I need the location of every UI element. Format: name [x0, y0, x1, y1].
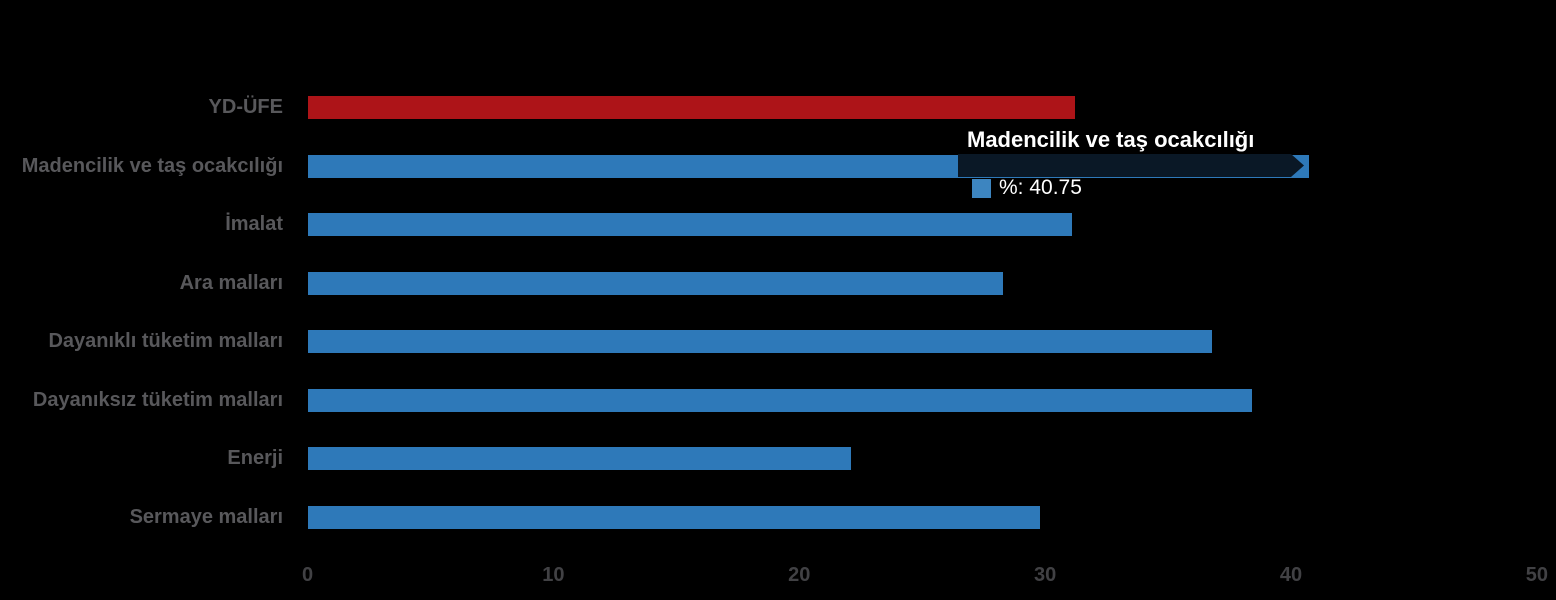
bar[interactable]	[307, 388, 1252, 412]
x-axis-tick-label: 10	[542, 564, 565, 586]
x-axis-tick-label: 40	[1279, 564, 1303, 586]
category-label: Madencilik ve taş ocakcılığı	[21, 154, 283, 177]
bar[interactable]	[307, 96, 1075, 119]
bar[interactable]	[307, 447, 851, 470]
category-label: Enerji	[227, 447, 283, 469]
category-label: Ara malları	[179, 271, 283, 294]
tooltip-pointer-band	[958, 154, 1304, 177]
category-label: Dayanıklı tüketim malları	[48, 330, 283, 352]
tooltip-title: Madencilik ve taş ocakcılığı	[967, 127, 1255, 152]
x-axis-tick-label: 20	[788, 564, 811, 586]
tooltip-series-swatch	[972, 178, 991, 198]
bar[interactable]	[307, 505, 1041, 529]
tooltip-value-row: %: 40.75	[972, 176, 1082, 200]
x-axis-tick-label: 0	[301, 564, 314, 586]
bar[interactable]	[307, 330, 1213, 353]
x-axis-tick-label: 30	[1034, 564, 1057, 586]
bar[interactable]	[307, 213, 1073, 236]
category-label: İmalat	[225, 213, 283, 235]
x-axis-tick-label: 50	[1525, 564, 1549, 586]
category-label: YD-ÜFE	[208, 96, 283, 118]
bar[interactable]	[307, 271, 1004, 295]
category-label: Sermaye malları	[129, 505, 283, 528]
category-label: Dayanıksız tüketim malları	[32, 388, 283, 411]
tooltip-value: %: 40.75	[999, 176, 1082, 199]
